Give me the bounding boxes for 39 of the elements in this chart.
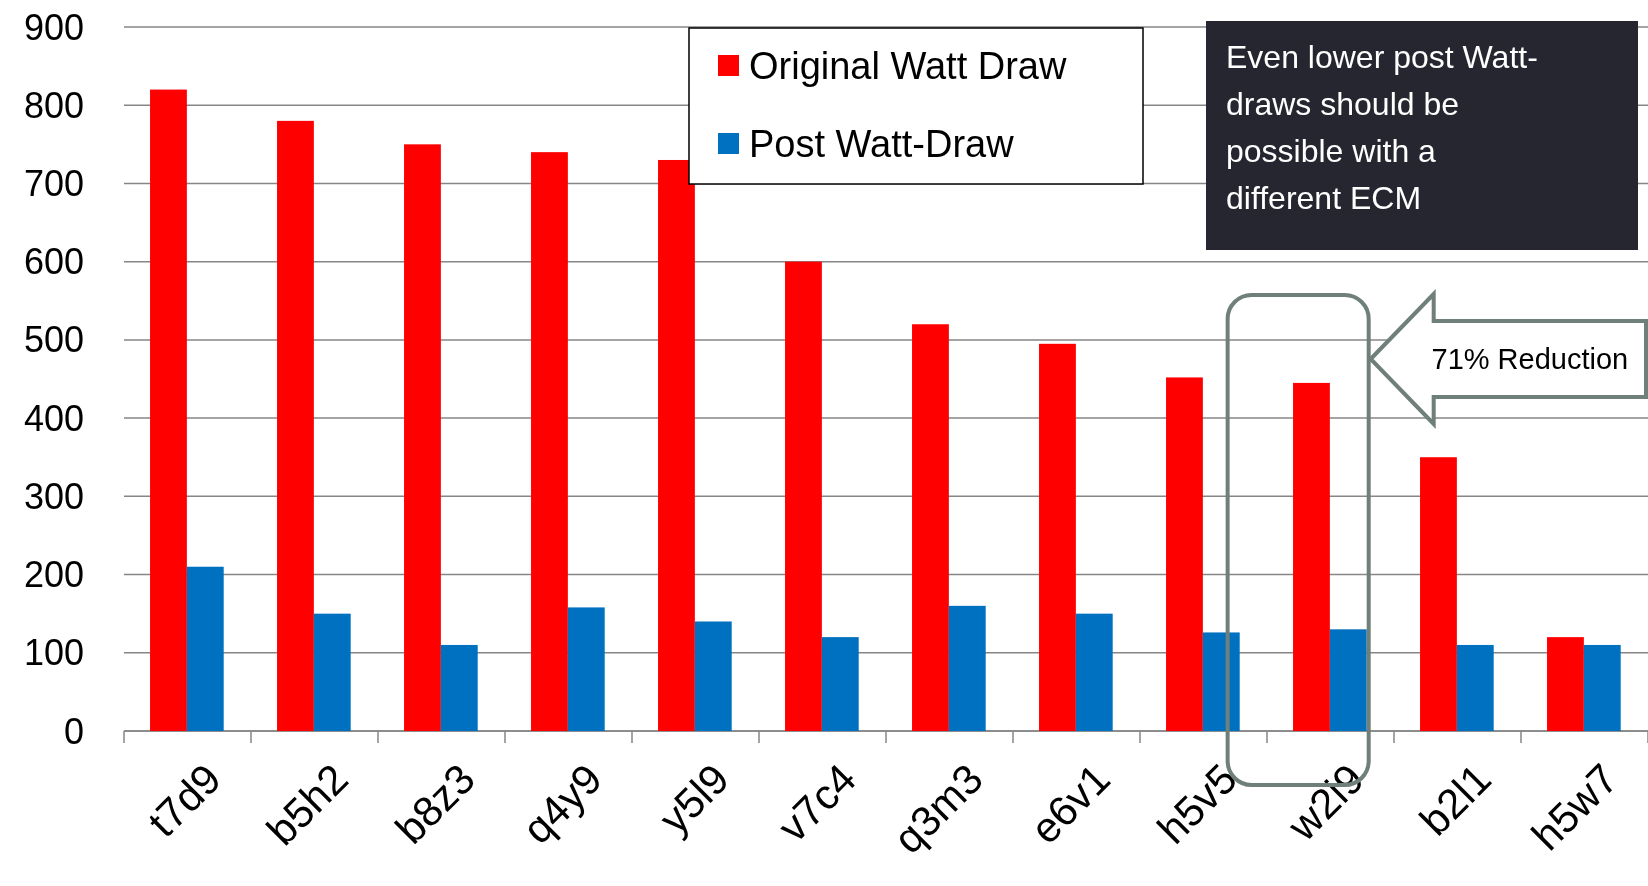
bar [1075,613,1113,731]
y-tick-label: 700 [23,163,84,205]
x-tick-label: b2l1 [1410,754,1500,845]
y-tick-label: 500 [23,319,84,361]
bar [1166,377,1203,731]
y-tick-label: 900 [23,6,84,48]
y-tick-label: 300 [23,475,84,517]
bar [785,261,822,731]
bar [567,607,605,731]
bar [1329,629,1367,731]
bar [694,621,732,731]
y-tick-label: 600 [23,241,84,283]
bar [1039,343,1076,731]
bar [1583,644,1621,731]
bar [948,605,986,731]
bar [1293,382,1330,731]
y-tick-label: 100 [23,632,84,674]
bar [150,89,187,731]
bar [186,566,224,731]
x-tick-label: t7d9 [138,754,230,846]
bar [531,152,568,731]
bar [313,613,351,731]
annotation: 71% Reduction [1431,343,1629,376]
annotation: Even lower post Watt-draws should be possible with a different ECM [1226,39,1538,217]
y-tick-label: 0 [63,710,84,752]
bar [912,324,949,731]
y-tick-label: 800 [23,84,84,126]
legend-label: Original Watt Draw [749,45,1067,88]
bar [821,637,859,731]
bar [440,644,478,731]
bar [404,144,441,731]
bar [1420,457,1457,731]
bar [1547,637,1584,731]
bar [658,159,695,731]
legend-label: Post Watt-Draw [749,123,1015,166]
bar [277,120,314,731]
y-tick-label: 200 [23,554,84,596]
y-tick-label: 400 [23,397,84,439]
bar [1456,644,1494,731]
